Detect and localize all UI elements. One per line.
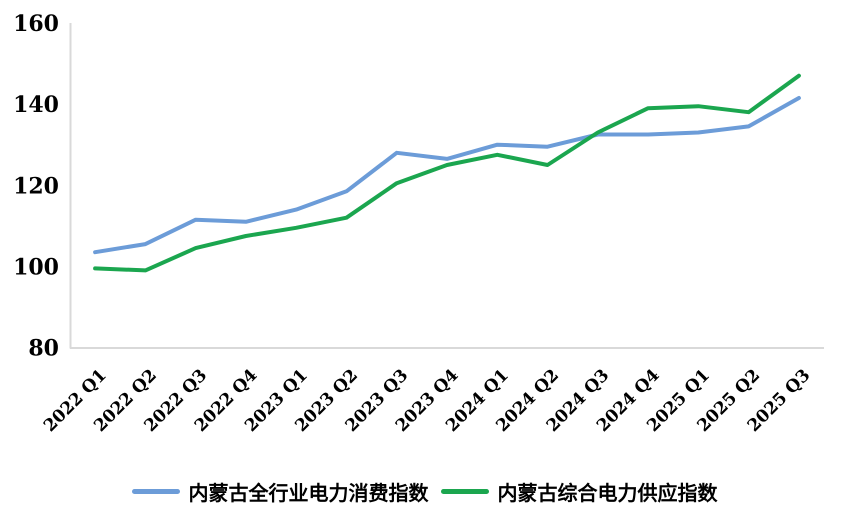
legend-swatch-consumption-icon <box>131 489 180 494</box>
series-line-supply <box>93 73 801 273</box>
y-tick-label: 100 <box>13 254 59 280</box>
y-tick-label: 120 <box>13 173 59 199</box>
legend-swatch-supply-icon <box>440 489 489 494</box>
legend-item-consumption: 内蒙古全行业电力消费指数 <box>131 477 429 506</box>
y-tick-label: 80 <box>28 336 59 362</box>
legend-item-supply: 内蒙古综合电力供应指数 <box>440 477 718 506</box>
y-tick-label: 160 <box>13 11 59 37</box>
legend-label-supply: 内蒙古综合电力供应指数 <box>497 481 718 505</box>
series-line-consumption <box>93 96 801 255</box>
chart-legend: 内蒙古全行业电力消费指数 内蒙古综合电力供应指数 <box>0 477 849 506</box>
legend-label-consumption: 内蒙古全行业电力消费指数 <box>188 481 429 505</box>
y-tick-label: 140 <box>13 92 59 118</box>
